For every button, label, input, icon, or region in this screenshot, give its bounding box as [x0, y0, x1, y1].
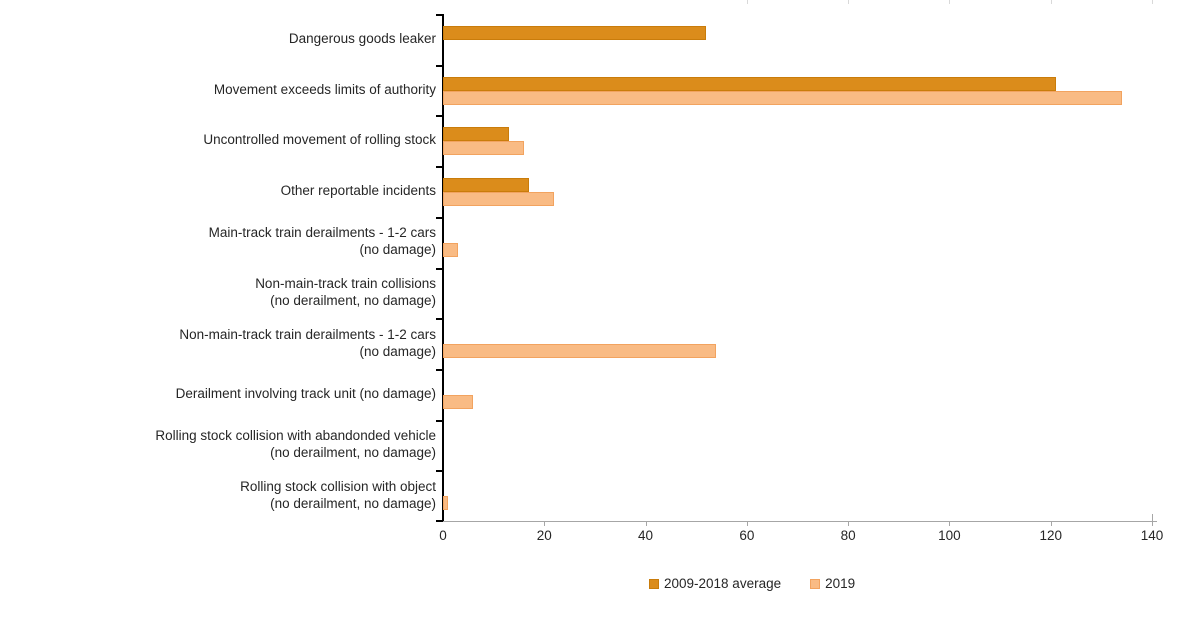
y-axis-boundary-tick	[436, 166, 443, 169]
legend: 2009-2018 average 2019	[649, 576, 855, 591]
bar-2019	[443, 344, 717, 359]
y-axis-boundary-tick	[436, 520, 443, 522]
category-label: Other reportable incidents	[280, 183, 436, 198]
bar-2009-2018-average	[443, 76, 1056, 91]
y-axis-boundary-tick	[436, 64, 443, 67]
y-axis-boundary-tick	[436, 318, 443, 321]
x-axis-tick-label: 140	[1140, 528, 1164, 543]
y-axis-boundary-tick	[436, 115, 443, 118]
x-axis-tick	[949, 522, 951, 526]
bar-2019	[443, 90, 1122, 105]
faint-top-tick	[848, 0, 850, 4]
y-axis-boundary-tick	[436, 216, 443, 219]
faint-top-tick	[1050, 0, 1052, 4]
legend-item-2009-2018-average: 2009-2018 average	[649, 576, 781, 591]
category-label: Non-main-track train derailments - 1-2 c…	[179, 326, 436, 359]
legend-swatch-2009-2018-average	[649, 578, 659, 589]
x-axis-tick	[1152, 522, 1153, 526]
legend-label: 2019	[825, 576, 856, 591]
bar-2019	[443, 242, 459, 257]
category-label: Derailment involving track unit (no dama…	[175, 385, 436, 401]
faint-top-tick	[1152, 0, 1153, 4]
y-axis-boundary-tick	[436, 368, 443, 371]
category-label: Rolling stock collision with object (no …	[240, 478, 436, 511]
bar-2019	[443, 496, 449, 511]
bar-2019	[443, 192, 555, 206]
legend-swatch-2019	[810, 578, 821, 589]
plot-area	[436, 14, 1157, 522]
y-axis-boundary-tick	[436, 267, 443, 270]
bar-2009-2018-average	[443, 178, 530, 192]
category-label: Uncontrolled movement of rolling stock	[203, 132, 436, 148]
bar-2009-2018-average	[443, 25, 707, 40]
y-axis-line	[442, 14, 444, 522]
category-label: Non-main-track train collisions (no dera…	[255, 275, 436, 308]
y-axis-boundary-tick	[436, 14, 443, 16]
x-axis-tick	[1050, 522, 1052, 526]
category-label: Movement exceeds limits of authority	[213, 81, 436, 97]
category-label: Rolling stock collision with abandonded …	[155, 428, 436, 460]
legend-item-2019: 2019	[810, 576, 855, 591]
bar-2019	[443, 394, 474, 409]
x-axis-tick	[645, 522, 647, 526]
bar-2009-2018-average	[443, 127, 509, 142]
x-axis-line	[443, 521, 1157, 522]
x-axis-tick-label: 80	[840, 528, 856, 543]
faint-top-tick	[949, 0, 951, 4]
x-axis-tick-label: 100	[938, 528, 961, 543]
x-axis-tick-label: 0	[439, 528, 447, 543]
y-axis-boundary-tick	[436, 419, 443, 422]
category-label: Dangerous goods leaker	[288, 30, 436, 46]
x-axis-tick-label: 20	[536, 528, 552, 543]
x-axis-tick	[848, 522, 850, 526]
x-axis-tick	[746, 522, 748, 526]
y-axis-boundary-tick	[436, 470, 443, 473]
legend-label: 2009-2018 average	[664, 576, 782, 591]
x-axis-end-tick	[1152, 514, 1153, 521]
x-axis-tick-label: 120	[1039, 528, 1062, 543]
category-label: Main-track train derailments - 1-2 cars …	[208, 225, 436, 258]
faint-top-tick	[746, 0, 748, 4]
x-axis-tick-label: 60	[739, 528, 755, 543]
x-axis-tick-label: 40	[638, 528, 654, 543]
x-axis-tick	[544, 522, 546, 526]
bar-2019	[443, 141, 525, 156]
